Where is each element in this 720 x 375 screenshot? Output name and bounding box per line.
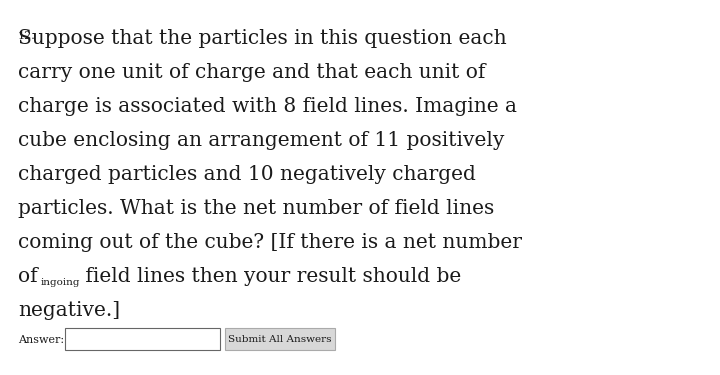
Text: Submit All Answers: Submit All Answers xyxy=(228,334,332,344)
Text: 12.: 12. xyxy=(18,31,36,41)
Text: ingoing: ingoing xyxy=(41,278,81,287)
Text: field lines then your result should be: field lines then your result should be xyxy=(79,267,462,286)
Text: charge is associated with 8 field lines. Imagine a: charge is associated with 8 field lines.… xyxy=(18,97,517,116)
Text: charged particles and 10 negatively charged: charged particles and 10 negatively char… xyxy=(18,165,476,184)
Text: cube enclosing an arrangement of 11 positively: cube enclosing an arrangement of 11 posi… xyxy=(18,131,505,150)
Text: coming out of the cube? [If there is a net number: coming out of the cube? [If there is a n… xyxy=(18,233,522,252)
Bar xyxy=(65,328,220,350)
Text: negative.]: negative.] xyxy=(18,301,120,320)
Bar xyxy=(225,328,335,350)
Text: carry one unit of charge and that each unit of: carry one unit of charge and that each u… xyxy=(18,63,485,82)
Text: particles. What is the net number of field lines: particles. What is the net number of fie… xyxy=(18,199,494,218)
Text: of: of xyxy=(18,267,44,286)
Text: Suppose that the particles in this question each: Suppose that the particles in this quest… xyxy=(18,29,507,48)
Text: Answer:: Answer: xyxy=(18,335,64,345)
